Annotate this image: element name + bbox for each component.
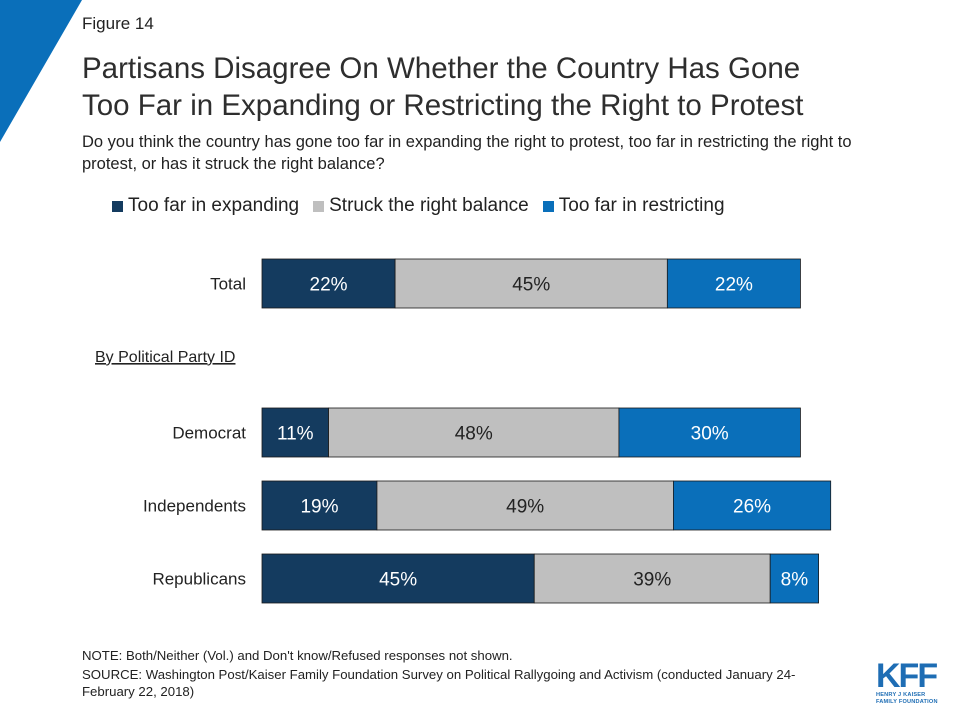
data-label-balance: 48% [455,424,493,445]
bar-segment-expanding [261,480,378,531]
data-label-restricting: 30% [691,424,729,445]
legend-item-restricting: Too far in restricting [542,195,725,217]
legend-label-balance: Struck the right balance [329,195,529,216]
legend-swatch-expanding [112,200,123,212]
legend-label-restricting: Too far in restricting [558,195,725,216]
logo-line-2: FAMILY FOUNDATION [876,699,938,705]
figure-label: Figure 14 [82,14,154,33]
legend-item-expanding: Too far in expanding [112,195,299,217]
group-heading: By Political Party ID [95,349,235,366]
corner-accent [0,0,82,142]
chart-title: Partisans Disagree On Whether the Countr… [82,50,942,124]
logo-mark: KFF [876,657,938,695]
note-text: NOTE: Both/Neither (Vol.) and Don't know… [82,648,513,663]
notes: NOTE: Both/Neither (Vol.) and Don't know… [82,647,842,702]
chart-subtitle: Do you think the country has gone too fa… [82,133,852,173]
chart-title-line-1: Partisans Disagree On Whether the Countr… [82,52,801,85]
legend: Too far in expanding Struck the right ba… [112,194,739,218]
bar-segment-restricting [673,480,832,531]
category-label: Democrat [172,424,246,443]
kff-logo: KFF HENRY J KAISER FAMILY FOUNDATION [876,657,946,706]
data-label-balance: 45% [512,275,550,296]
data-label-balance: 39% [633,570,671,591]
bar-segment-balance [394,258,668,309]
data-label-restricting: 8% [781,570,809,591]
data-label-expanding: 19% [300,497,338,518]
bar-segment-balance [328,407,620,458]
legend-swatch-restricting [542,200,554,212]
bar-segment-restricting [769,553,820,604]
source-text: SOURCE: Washington Post/Kaiser Family Fo… [82,667,796,699]
category-label: Total [210,275,246,294]
category-label: Republicans [152,570,246,589]
category-label: Independents [143,497,246,516]
legend-label-expanding: Too far in expanding [128,195,300,216]
data-label-expanding: 45% [379,570,417,591]
data-label-restricting: 26% [733,497,771,518]
bar-segment-balance [376,480,674,531]
data-label-restricting: 22% [715,275,753,296]
stacked-bar-chart: By Political Party ID Total 22% 45% 22% Democ… [95,258,832,604]
bar-segment-restricting [666,258,801,309]
data-label-balance: 49% [506,497,544,518]
data-label-expanding: 22% [310,275,348,296]
logo-line-1: HENRY J KAISER [876,692,926,698]
legend-swatch-balance [313,200,325,212]
legend-item-balance: Struck the right balance [313,195,529,217]
bar-segment-expanding [261,553,535,604]
data-label-expanding: 11% [277,424,314,445]
chart-title-line-2: Too Far in Expanding or Restricting the … [82,89,804,122]
bar-segment-restricting [618,407,801,458]
bar-segment-balance [533,553,771,604]
